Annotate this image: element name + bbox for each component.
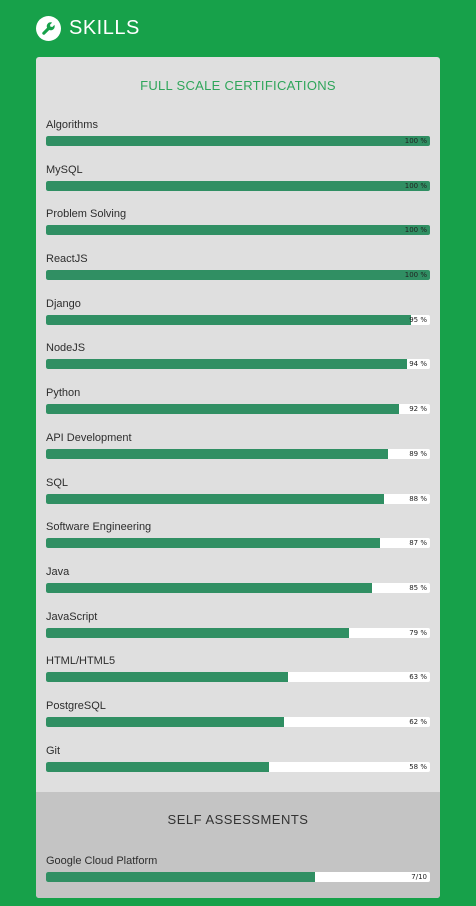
skill-progress-bar: 7/10 (46, 872, 430, 882)
skill-percent-label: 58 % (409, 762, 427, 771)
self-assessments-title: SELF ASSESSMENTS (167, 812, 309, 827)
page-title: SKILLS (69, 17, 140, 39)
skill-name: SQL (46, 476, 69, 489)
skill-name: Python (46, 387, 81, 400)
skill-progress-bar: 88 % (46, 493, 430, 504)
skill-percent-label: 87 % (409, 539, 427, 548)
skill-item: NodeJS 94 % (46, 341, 430, 386)
skill-name: Problem Solving (46, 208, 127, 221)
skill-progress-fill (46, 448, 388, 459)
skill-name: NodeJS (46, 342, 86, 355)
skill-item: ReactJS 100 % (46, 252, 430, 297)
skills-card: FULL SCALE CERTIFICATIONS Algorithms 100 … (36, 57, 440, 898)
skill-progress-bar: 92 % (46, 404, 430, 415)
certifications-title: FULL SCALE CERTIFICATIONS (140, 78, 336, 93)
skill-progress-fill (46, 627, 350, 638)
skill-percent-label: 100 % (404, 137, 427, 145)
skill-percent-label: 85 % (409, 583, 427, 592)
skill-progress-fill (46, 761, 269, 772)
skill-progress-fill (46, 582, 373, 593)
skill-progress-fill (46, 180, 430, 191)
skill-progress-fill (46, 225, 430, 236)
skill-item: Google Cloud Platform 7/10 (46, 854, 430, 898)
skill-percent-label: 95 % (409, 315, 427, 324)
skill-progress-bar: 58 % (46, 761, 430, 772)
skill-progress-bar: 94 % (46, 359, 430, 370)
skill-percent-label: 62 % (409, 717, 427, 726)
skill-percent-label: 63 % (409, 673, 427, 682)
skill-progress-bar: 79 % (46, 627, 430, 638)
skill-item: SQL 88 % (46, 476, 430, 521)
skill-progress-fill (46, 136, 430, 146)
skill-progress-bar: 89 % (46, 448, 430, 459)
skill-name: Software Engineering (46, 521, 152, 534)
skill-progress-bar: 62 % (46, 716, 430, 727)
skill-progress-fill (46, 716, 285, 727)
skill-progress-fill (46, 872, 315, 882)
skill-item: JavaScript 79 % (46, 610, 430, 655)
skills-header: SKILLS (0, 0, 476, 57)
skill-percent-label: 100 % (404, 226, 427, 235)
skill-progress-fill (46, 314, 411, 325)
skill-name: MySQL (46, 163, 83, 176)
skill-percent-label: 7/10 (411, 873, 427, 881)
skill-progress-bar: 100 % (46, 270, 430, 281)
skill-progress-fill (46, 672, 288, 683)
skill-name: API Development (46, 431, 132, 444)
skill-percent-label: 92 % (409, 405, 427, 414)
wrench-icon (36, 16, 61, 41)
skill-percent-label: 100 % (404, 271, 427, 280)
skill-item: PostgreSQL 62 % (46, 699, 430, 744)
skill-progress-fill (46, 404, 400, 415)
skill-item: Python 92 % (46, 386, 430, 431)
skill-name: JavaScript (46, 610, 98, 623)
self-assessments-list: Google Cloud Platform 7/10 (36, 834, 440, 898)
skill-progress-fill (46, 538, 381, 549)
skill-item: Algorithms 100 % (46, 118, 430, 163)
skill-item: Git 58 % (46, 744, 430, 789)
skill-name: HTML/HTML5 (46, 655, 116, 668)
skill-name: Java (46, 565, 70, 578)
skill-percent-label: 100 % (404, 181, 427, 190)
skill-progress-bar: 100 % (46, 136, 430, 146)
skill-progress-fill (46, 359, 407, 370)
skill-name: Algorithms (46, 119, 98, 131)
skill-progress-bar: 85 % (46, 582, 430, 593)
skill-name: PostgreSQL (46, 699, 106, 712)
skill-name: Git (46, 744, 61, 757)
skill-name: Google Cloud Platform (46, 855, 158, 867)
skill-progress-bar: 95 % (46, 314, 430, 325)
skill-percent-label: 88 % (409, 494, 427, 503)
skill-percent-label: 94 % (409, 360, 427, 369)
certifications-list: Algorithms 100 % MySQL 100 % Problem Solving… (36, 101, 440, 788)
skill-name: Django (46, 297, 81, 310)
skill-name: ReactJS (46, 253, 88, 266)
skill-progress-bar: 100 % (46, 180, 430, 191)
skill-item: API Development 89 % (46, 431, 430, 476)
skill-progress-fill (46, 270, 430, 281)
skill-item: Software Engineering 87 % (46, 520, 430, 565)
skill-progress-bar: 63 % (46, 672, 430, 683)
skill-progress-fill (46, 493, 384, 504)
skill-item: HTML/HTML5 63 % (46, 654, 430, 699)
skill-item: Java 85 % (46, 565, 430, 610)
skill-item: Django 95 % (46, 297, 430, 342)
self-assessments-section: SELF ASSESSMENTS Google Cloud Platform 7/… (36, 792, 440, 898)
skill-item: MySQL 100 % (46, 163, 430, 208)
skill-percent-label: 89 % (409, 449, 427, 458)
skill-progress-bar: 87 % (46, 538, 430, 549)
skill-percent-label: 79 % (409, 628, 427, 637)
skill-item: Problem Solving 100 % (46, 207, 430, 252)
skill-progress-bar: 100 % (46, 225, 430, 236)
